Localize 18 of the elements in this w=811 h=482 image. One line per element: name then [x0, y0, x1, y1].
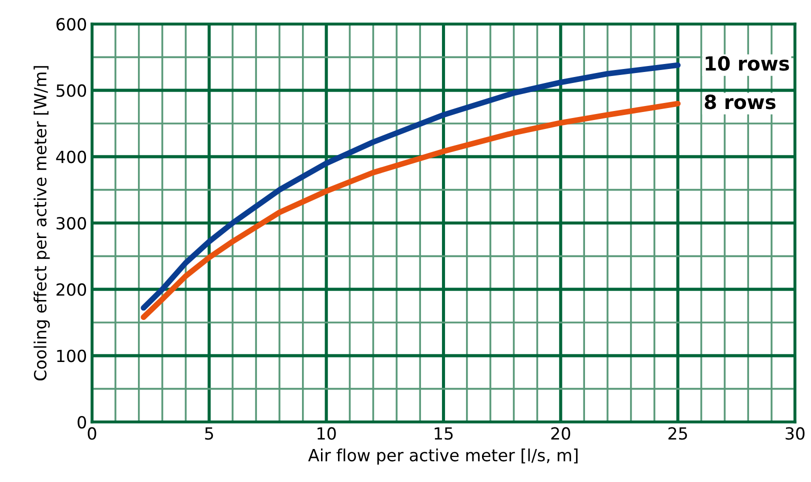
y-tick-label: 0 — [78, 416, 86, 429]
x-tick-label: 15 — [434, 427, 453, 440]
y-tick-label: 500 — [56, 84, 86, 97]
x-tick-label: 30 — [786, 427, 804, 440]
series-label: 8 rows — [704, 94, 776, 110]
x-tick-label: 5 — [205, 427, 214, 440]
x-tick-label: 10 — [318, 427, 336, 440]
x-axis-title: Air flow per active meter [l/s, m] — [308, 448, 578, 465]
y-tick-label: 200 — [56, 283, 86, 296]
x-tick-label: 25 — [668, 427, 687, 440]
x-tick-label: 20 — [551, 427, 570, 440]
y-tick-label: 400 — [56, 150, 86, 164]
y-axis-title: Cooling effect per active meter [W/m] — [34, 66, 50, 380]
y-tick-label: 100 — [57, 350, 86, 362]
series-label: 10 rows — [706, 56, 789, 71]
x-tick-label: 0 — [88, 427, 96, 440]
y-tick-label: 600 — [56, 18, 86, 31]
y-tick-label: 300 — [56, 216, 86, 230]
